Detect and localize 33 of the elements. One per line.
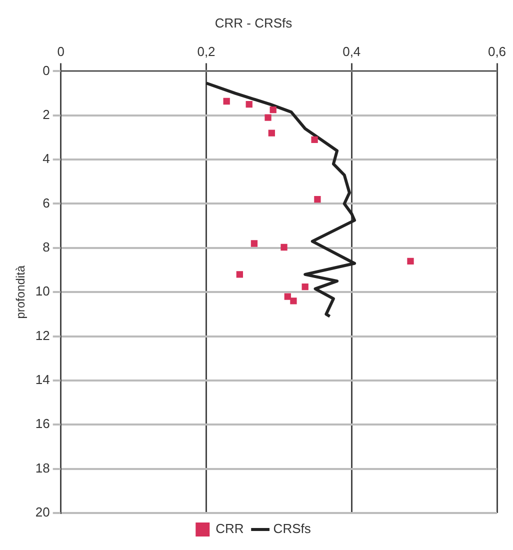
y-tick-label: 0 — [42, 62, 50, 78]
point — [223, 98, 230, 105]
chart-title: CRR - CRSfs — [214, 15, 293, 30]
x-tick-label: 0 — [57, 44, 64, 59]
point — [246, 101, 252, 108]
point — [264, 114, 272, 121]
y-tick-label: 12 — [35, 328, 50, 343]
y-tick-label: 10 — [35, 284, 50, 299]
y-tick-label: 20 — [35, 504, 50, 520]
x-tick-label: 0,2 — [197, 44, 216, 59]
point — [280, 244, 288, 251]
point — [407, 258, 414, 265]
point — [311, 136, 318, 144]
point — [284, 293, 291, 300]
point — [270, 106, 276, 114]
point — [268, 130, 275, 136]
x-tick-label: 0,6 — [488, 44, 506, 59]
y-tick-label: 14 — [35, 372, 50, 388]
y-tick-label: 16 — [35, 416, 50, 432]
y-tick-label: 2 — [42, 106, 50, 122]
y-axis-title: profondità — [14, 265, 28, 319]
y-tick-label: 6 — [42, 195, 50, 210]
point — [302, 283, 308, 290]
y-tick-label: 8 — [42, 240, 50, 254]
point — [290, 298, 297, 304]
point — [250, 240, 258, 247]
y-tick-label: 4 — [42, 151, 50, 166]
legend-label: CRSfs — [273, 521, 312, 536]
legend-label: CRR — [216, 521, 244, 536]
y-tick-label: 18 — [35, 460, 50, 476]
point — [314, 196, 321, 203]
point — [236, 271, 244, 278]
x-tick-label: 0,4 — [342, 44, 361, 59]
